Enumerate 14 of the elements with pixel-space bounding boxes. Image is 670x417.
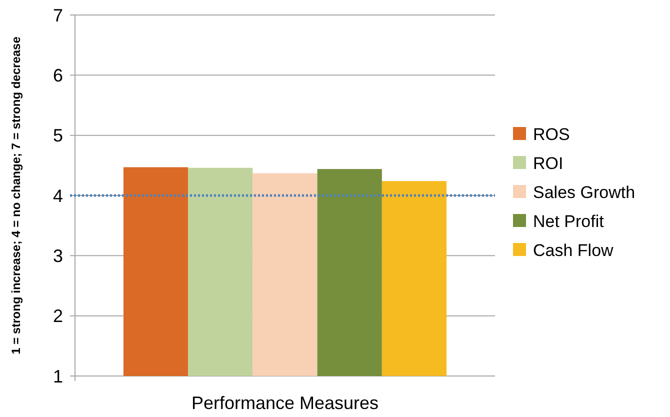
y-tick-label: 7 <box>52 5 63 26</box>
y-axis-title: 1 = strong increase; 4 = no change; 7 = strong decrease <box>9 36 23 354</box>
x-axis-title: Performance Measures <box>191 393 379 413</box>
y-tick-label: 2 <box>52 306 63 326</box>
legend-label: ROI <box>533 154 564 173</box>
y-tick-label: 3 <box>52 246 63 266</box>
y-tick-label: 5 <box>52 126 63 146</box>
legend-label: Cash Flow <box>533 240 614 260</box>
legend-label: ROS <box>533 124 570 144</box>
y-tick-label: 4 <box>52 186 63 206</box>
legend-label: Sales Growth <box>533 182 636 202</box>
legend-label: Net Profit <box>533 212 604 231</box>
y-tick-label: 1 <box>52 366 63 386</box>
y-tick-label: 6 <box>52 65 63 86</box>
